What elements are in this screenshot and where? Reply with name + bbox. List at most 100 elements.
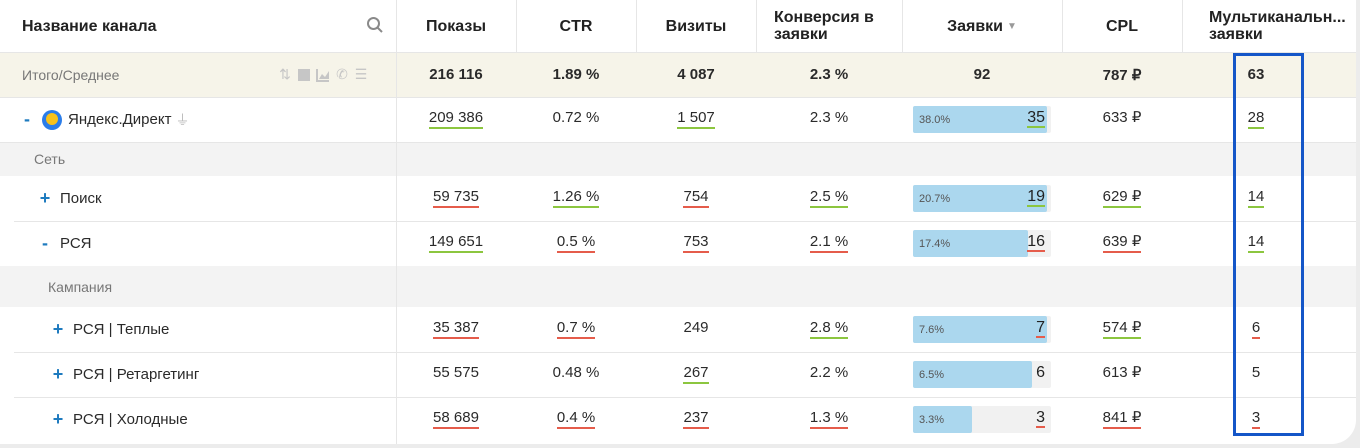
- column-divider: [1182, 0, 1183, 52]
- col-header-cpl[interactable]: CPL: [1106, 17, 1138, 35]
- group-header-campaign: Кампания: [0, 266, 1356, 307]
- total-ctr: 1.89 %: [552, 66, 600, 83]
- leads-bar-fill: [913, 106, 1047, 133]
- col-header-ctr[interactable]: CTR: [559, 17, 593, 35]
- multichannel-column-highlight: [1233, 53, 1304, 436]
- cell-cpl: 633 ₽: [1102, 109, 1142, 126]
- expand-toggle[interactable]: +: [52, 409, 64, 429]
- cell-conversion[interactable]: 2.1 %: [756, 221, 902, 266]
- yandex-direct-logo-icon: [42, 109, 62, 130]
- cell-ctr: 0.72 %: [552, 109, 600, 126]
- divider: [14, 352, 1356, 353]
- group-header-network: Сеть: [0, 142, 1356, 176]
- cell-impressions: 55 575: [433, 364, 479, 381]
- leads-bar: 7.6% 7: [913, 316, 1051, 343]
- phone-icon[interactable]: ✆: [336, 66, 348, 82]
- collapse-toggle[interactable]: -: [42, 233, 48, 253]
- leads-bar: 17.4% 16: [913, 230, 1051, 257]
- expand-toggle[interactable]: +: [52, 364, 64, 384]
- cell-multichannel[interactable]: 6: [1182, 307, 1352, 352]
- cell-multichannel[interactable]: 14: [1182, 221, 1352, 266]
- plug-icon: ⏚: [175, 111, 190, 128]
- cell-multichannel[interactable]: 28: [1182, 97, 1352, 142]
- divider: [0, 97, 1356, 98]
- row-name-yandex: - Яндекс.Директ ⏚: [0, 97, 396, 142]
- expand-toggle[interactable]: +: [39, 188, 51, 208]
- table-row-yandex[interactable]: - Яндекс.Директ ⏚ 209 386 0.72 % 1 507 2…: [0, 97, 1356, 142]
- stop-icon[interactable]: [297, 68, 311, 82]
- total-cpl: 787 ₽: [1102, 66, 1142, 84]
- col-header-conversion[interactable]: Конверсия в заявки: [774, 9, 874, 43]
- cell-leads[interactable]: 7.6% 7: [902, 307, 1062, 352]
- cell-conversion[interactable]: 1.3 %: [756, 397, 902, 442]
- col-header-visits[interactable]: Визиты: [665, 17, 727, 35]
- cell-visits[interactable]: 753: [636, 221, 756, 266]
- total-multichannel: 63: [1247, 66, 1265, 83]
- total-row-tools: ⇅ ✆ ☰: [278, 52, 368, 97]
- cell-conversion: 2.3 %: [809, 109, 849, 126]
- cell-ctr[interactable]: 0.5 %: [516, 221, 636, 266]
- col-header-multichannel[interactable]: Мультиканальн... заявки: [1209, 9, 1346, 43]
- divider: [0, 142, 1356, 143]
- cell-visits[interactable]: 1 507: [636, 97, 756, 142]
- table-row-cold[interactable]: + РСЯ | Холодные 58 689 0.4 % 237 1.3 % …: [0, 397, 1356, 442]
- expand-toggle[interactable]: +: [52, 319, 64, 339]
- total-leads: 92: [973, 66, 991, 83]
- cell-leads[interactable]: 20.7% 19: [902, 176, 1062, 221]
- table-row-rsya[interactable]: - РСЯ 149 651 0.5 % 753 2.1 % 17.4% 16 6…: [0, 221, 1356, 266]
- cell-leads[interactable]: 17.4% 16: [902, 221, 1062, 266]
- table-row-retargeting[interactable]: + РСЯ | Ретаргетинг 55 575 0.48 % 267 2.…: [0, 352, 1356, 397]
- leads-bar-fill: [913, 185, 1047, 212]
- cell-ctr[interactable]: 0.7 %: [516, 307, 636, 352]
- cell-impressions[interactable]: 149 651: [396, 221, 516, 266]
- chart-icon[interactable]: [316, 68, 330, 82]
- search-icon[interactable]: [366, 16, 384, 34]
- cell-conversion[interactable]: 2.5 %: [756, 176, 902, 221]
- cell-conversion: 2.2 %: [809, 364, 849, 381]
- leads-bar: 20.7% 19: [913, 185, 1051, 212]
- col-header-impressions[interactable]: Показы: [426, 17, 486, 35]
- total-visits: 4 087: [677, 66, 715, 83]
- column-divider: [756, 0, 757, 52]
- leads-bar-fill: [913, 406, 973, 433]
- col-header-name[interactable]: Название канала: [22, 17, 157, 35]
- table-row-search[interactable]: + Поиск 59 735 1.26 % 754 2.5 % 20.7% 19…: [0, 176, 1356, 221]
- cell-cpl[interactable]: 841 ₽: [1062, 397, 1182, 442]
- sort-icon[interactable]: ⇅: [279, 66, 291, 82]
- cell-cpl[interactable]: 629 ₽: [1062, 176, 1182, 221]
- sort-down-icon: ▼: [1007, 20, 1017, 32]
- cell-cpl[interactable]: 639 ₽: [1062, 221, 1182, 266]
- column-divider: [1062, 0, 1063, 52]
- cell-leads[interactable]: 6.5% 6: [902, 352, 1062, 397]
- cell-multichannel[interactable]: 14: [1182, 176, 1352, 221]
- divider: [14, 397, 1356, 398]
- collapse-toggle[interactable]: -: [24, 109, 30, 129]
- cell-impressions[interactable]: 35 387: [396, 307, 516, 352]
- leads-bar: 3.3% 3: [913, 406, 1051, 433]
- cell-visits[interactable]: 237: [636, 397, 756, 442]
- leads-bar-fill: [913, 230, 1028, 257]
- total-conversion: 2.3 %: [809, 66, 849, 83]
- list-icon[interactable]: ☰: [354, 66, 368, 82]
- cell-cpl: 613 ₽: [1102, 364, 1142, 381]
- cell-visits[interactable]: 267: [636, 352, 756, 397]
- cell-impressions[interactable]: 209 386: [396, 97, 516, 142]
- cell-impressions[interactable]: 59 735: [396, 176, 516, 221]
- cell-impressions[interactable]: 58 689: [396, 397, 516, 442]
- leads-bar: 38.0% 35: [913, 106, 1051, 133]
- cell-ctr[interactable]: 0.4 %: [516, 397, 636, 442]
- row-name-retargeting: + РСЯ | Ретаргетинг: [52, 364, 200, 384]
- cell-visits[interactable]: 754: [636, 176, 756, 221]
- cell-leads[interactable]: 3.3% 3: [902, 397, 1062, 442]
- cell-ctr[interactable]: 1.26 %: [516, 176, 636, 221]
- cell-conversion[interactable]: 2.8 %: [756, 307, 902, 352]
- cell-leads[interactable]: 38.0% 35: [902, 97, 1062, 142]
- leads-bar-fill: [913, 361, 1032, 388]
- cell-multichannel[interactable]: 3: [1182, 397, 1352, 442]
- table-header: Название канала Показы CTR Визиты Конвер…: [0, 0, 1356, 52]
- column-divider: [396, 0, 397, 444]
- col-header-leads[interactable]: Заявки ▼: [947, 17, 1017, 35]
- cell-cpl[interactable]: 574 ₽: [1062, 307, 1182, 352]
- table-row-warm[interactable]: + РСЯ | Теплые 35 387 0.7 % 249 2.8 % 7.…: [0, 307, 1356, 352]
- cell-visits: 249: [683, 319, 709, 336]
